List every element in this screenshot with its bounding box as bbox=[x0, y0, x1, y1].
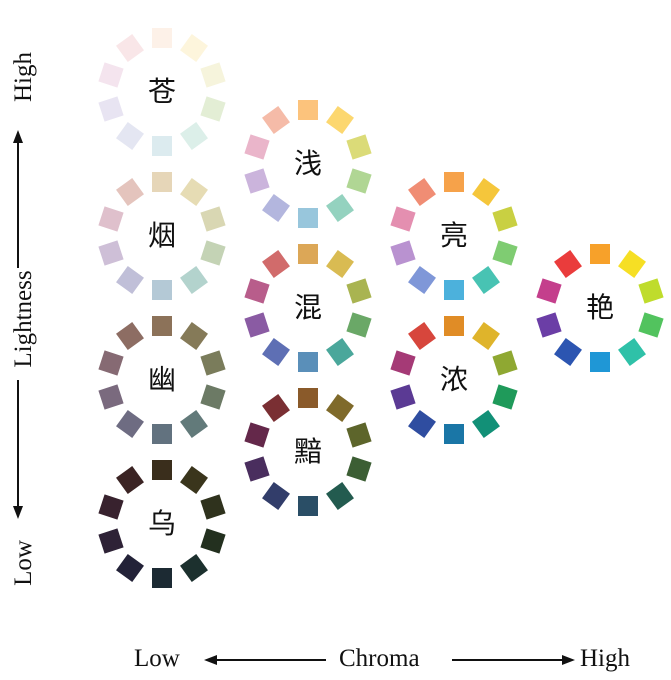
color-wheel-hun: 混 bbox=[237, 237, 379, 379]
x-axis-title: Chroma bbox=[339, 645, 420, 672]
color-wheel-you: 幽 bbox=[91, 309, 233, 451]
color-wheel-qian: 浅 bbox=[237, 93, 379, 235]
y-axis-down-arrow-icon bbox=[13, 506, 23, 519]
x-axis-left-line bbox=[216, 659, 326, 661]
y-axis-lower-line bbox=[17, 380, 19, 508]
swatch bbox=[152, 316, 172, 336]
color-wheel-nong: 浓 bbox=[383, 309, 525, 451]
color-wheel-yan_vivid: 艳 bbox=[529, 237, 671, 379]
x-axis-right-arrow-icon bbox=[562, 655, 575, 665]
y-axis-title: Lightness bbox=[10, 270, 37, 368]
color-wheel-liang: 亮 bbox=[383, 165, 525, 307]
wheel-label: 混 bbox=[293, 291, 322, 324]
wheel-label: 亮 bbox=[439, 219, 468, 252]
swatch bbox=[444, 172, 464, 192]
wheel-label: 幽 bbox=[147, 363, 176, 396]
wheel-label: 乌 bbox=[147, 507, 176, 540]
x-axis-right-line bbox=[452, 659, 564, 661]
y-axis-upper-line bbox=[17, 142, 19, 268]
x-axis-low-label: Low bbox=[134, 645, 180, 672]
swatch bbox=[152, 460, 172, 480]
wheel-label: 浅 bbox=[293, 147, 322, 180]
swatch bbox=[590, 244, 610, 264]
swatch bbox=[444, 316, 464, 336]
wheel-label: 烟 bbox=[147, 219, 176, 252]
wheel-label: 浓 bbox=[439, 363, 468, 396]
x-axis-high-label: High bbox=[580, 645, 630, 672]
color-wheel-cang: 苍 bbox=[91, 21, 233, 163]
wheel-label: 苍 bbox=[147, 75, 176, 108]
swatch bbox=[152, 172, 172, 192]
swatch bbox=[298, 100, 318, 120]
swatch bbox=[298, 244, 318, 264]
swatch bbox=[298, 388, 318, 408]
wheel-label: 黯 bbox=[293, 435, 322, 468]
y-axis-up-arrow-icon bbox=[13, 130, 23, 143]
color-wheel-yan_smoke: 烟 bbox=[91, 165, 233, 307]
swatch bbox=[152, 28, 172, 48]
y-axis-low-label: Low bbox=[10, 540, 37, 586]
x-axis-left-arrow-icon bbox=[204, 655, 217, 665]
y-axis-high-label: High bbox=[10, 52, 37, 102]
color-wheel-wu: 乌 bbox=[91, 453, 233, 595]
color-wheel-an: 黯 bbox=[237, 381, 379, 523]
wheel-label: 艳 bbox=[585, 291, 614, 324]
